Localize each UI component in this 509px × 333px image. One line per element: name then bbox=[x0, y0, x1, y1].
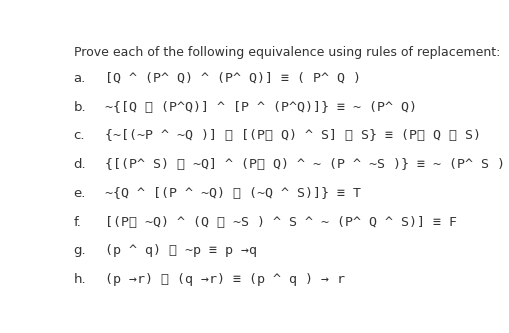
Text: (p ^ q) ⋁ ~p ≡ p →q: (p ^ q) ⋁ ~p ≡ p →q bbox=[97, 244, 257, 257]
Text: f.: f. bbox=[73, 215, 81, 228]
Text: [(P⋀ ~Q) ^ (Q ⋀ ~S ) ^ S ^ ~ (P^ Q ^ S)] ≡ F: [(P⋀ ~Q) ^ (Q ⋀ ~S ) ^ S ^ ~ (P^ Q ^ S)]… bbox=[97, 215, 457, 228]
Text: Prove each of the following equivalence using rules of replacement:: Prove each of the following equivalence … bbox=[73, 46, 499, 59]
Text: (p →r) ⋁ (q →r) ≡ (p ^ q ) → r: (p →r) ⋁ (q →r) ≡ (p ^ q ) → r bbox=[97, 273, 345, 286]
Text: a.: a. bbox=[73, 72, 86, 85]
Text: e.: e. bbox=[73, 187, 86, 200]
Text: {[(P^ S) ⋁ ~Q] ^ (P⋀ Q) ^ ~ (P ^ ~S )} ≡ ~ (P^ S ): {[(P^ S) ⋁ ~Q] ^ (P⋀ Q) ^ ~ (P ^ ~S )} ≡… bbox=[97, 158, 504, 171]
Text: b.: b. bbox=[73, 101, 86, 114]
Text: d.: d. bbox=[73, 158, 86, 171]
Text: ~{Q ^ [(P ^ ~Q) ⋁ (~Q ^ S)]} ≡ T: ~{Q ^ [(P ^ ~Q) ⋁ (~Q ^ S)]} ≡ T bbox=[97, 187, 361, 200]
Text: {~[(~P ^ ~Q )] ⋁ [(P⋀ Q) ^ S] ⋀ S} ≡ (P⋀ Q ⋀ S): {~[(~P ^ ~Q )] ⋁ [(P⋀ Q) ^ S] ⋀ S} ≡ (P⋀… bbox=[97, 130, 480, 143]
Text: ~{[Q ⋁ (P^Q)] ^ [P ^ (P^Q)]} ≡ ~ (P^ Q): ~{[Q ⋁ (P^Q)] ^ [P ^ (P^Q)]} ≡ ~ (P^ Q) bbox=[97, 101, 416, 114]
Text: g.: g. bbox=[73, 244, 86, 257]
Text: h.: h. bbox=[73, 273, 86, 286]
Text: [Q ^ (P^ Q) ^ (P^ Q)] ≡ ( P^ Q ): [Q ^ (P^ Q) ^ (P^ Q)] ≡ ( P^ Q ) bbox=[97, 72, 361, 85]
Text: c.: c. bbox=[73, 130, 85, 143]
